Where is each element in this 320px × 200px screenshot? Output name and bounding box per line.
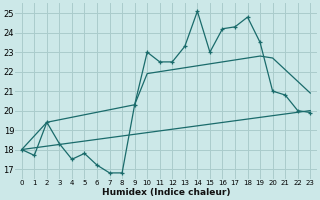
X-axis label: Humidex (Indice chaleur): Humidex (Indice chaleur): [102, 188, 230, 197]
